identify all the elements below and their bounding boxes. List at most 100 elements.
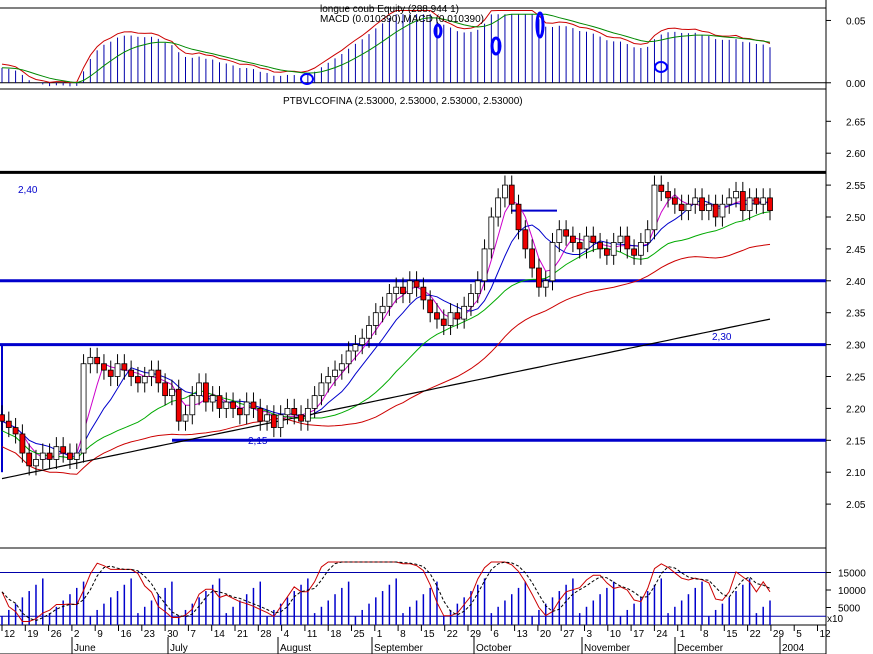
candle-body xyxy=(264,414,270,422)
candle-body xyxy=(440,318,447,326)
candle-body xyxy=(420,286,427,301)
x-date-label: 7 xyxy=(190,629,196,640)
candle-body xyxy=(400,286,406,294)
annotation-215: 2,15 xyxy=(248,436,268,447)
x-date-label: 20 xyxy=(540,629,552,640)
candle-body xyxy=(583,235,590,250)
candle-body xyxy=(556,229,563,243)
candle-body xyxy=(114,363,121,377)
candle-body xyxy=(67,452,73,460)
candle-body xyxy=(332,369,338,377)
moving-average-200 xyxy=(1,318,771,480)
x-date-label: 8 xyxy=(703,629,709,640)
candle-body xyxy=(175,388,182,422)
candle-body xyxy=(60,446,67,454)
stoch-y-label: 15000 xyxy=(838,569,866,580)
macd-marker xyxy=(433,23,443,39)
candle-body xyxy=(53,446,60,460)
x-month-label: November xyxy=(584,643,631,654)
moving-average-30 xyxy=(1,243,771,475)
candle-body xyxy=(189,395,196,416)
candle-body xyxy=(597,242,603,250)
candle-body xyxy=(699,197,705,212)
candle-body xyxy=(141,376,148,384)
x-date-label: 8 xyxy=(400,629,406,640)
x-axis: 12 19 26 2 9 16 23 30 7 14 21 28 4 11 18 25 1 8 15 22 29 6 13 2… xyxy=(1,625,832,654)
price-title: PTBVLCOFINA (2.53000, 2.53000, 2.53000, … xyxy=(283,96,523,107)
x-date-label: 27 xyxy=(563,629,575,640)
x-date-label: 9 xyxy=(97,629,103,640)
candle-body xyxy=(345,350,352,365)
candle-body xyxy=(236,407,243,416)
stoch-y-label: 5000 xyxy=(838,604,861,615)
stoch-y-label: 10000 xyxy=(838,586,866,597)
candle-body xyxy=(33,459,39,467)
candle-body xyxy=(338,363,345,371)
stoch-axis-note: x10 xyxy=(827,614,844,625)
x-date-label: 1 xyxy=(377,629,383,640)
candle-body xyxy=(665,191,671,199)
candle-body xyxy=(284,407,291,416)
candle-body xyxy=(277,414,284,428)
x-date-label: 2 xyxy=(74,629,80,640)
candle-body xyxy=(508,184,515,205)
candle-body xyxy=(570,235,576,243)
x-date-label: 12 xyxy=(820,629,832,640)
x-date-label: 30 xyxy=(167,629,179,640)
candle-body xyxy=(304,407,311,422)
candle-body xyxy=(128,369,135,377)
candle-body xyxy=(148,369,155,377)
price-y-label: 2.10 xyxy=(846,468,866,479)
candle-body xyxy=(216,395,223,409)
x-date-label: 1 xyxy=(680,629,686,640)
x-date-label: 15 xyxy=(726,629,738,640)
candle-body xyxy=(243,401,250,416)
price-y-label: 2.35 xyxy=(846,309,866,320)
annotation-240: 2,40 xyxy=(18,185,38,196)
price-panel: 2.65 2.60 2.55 2.50 2.45 2.40 2.35 2.30 2.25 2.20… xyxy=(0,117,866,511)
candle-body xyxy=(610,242,617,256)
candle-body xyxy=(406,280,413,294)
macd-marker xyxy=(535,11,545,39)
x-month-label: September xyxy=(374,643,424,654)
candle-body xyxy=(474,280,481,294)
moving-average-long xyxy=(1,211,771,459)
candle-body xyxy=(298,414,304,422)
candle-body xyxy=(685,203,692,212)
candle-body xyxy=(311,395,318,409)
candle-body xyxy=(135,376,141,384)
x-date-label: 28 xyxy=(260,629,272,640)
x-date-label: 23 xyxy=(144,629,156,640)
candle-body xyxy=(719,203,726,218)
candle-body xyxy=(162,382,169,397)
candle-body xyxy=(760,197,767,205)
price-y-label: 2.30 xyxy=(846,341,866,352)
candle-body xyxy=(753,197,760,205)
candle-body xyxy=(107,369,114,377)
candle-body xyxy=(46,452,53,460)
x-date-label: 5 xyxy=(796,629,802,640)
candle-body xyxy=(733,191,739,199)
candle-body xyxy=(726,197,733,205)
x-date-label: 15 xyxy=(423,629,435,640)
price-y-label: 2.25 xyxy=(846,373,866,384)
price-y-label: 2.40 xyxy=(846,277,866,288)
x-date-label: 16 xyxy=(121,629,133,640)
candle-body xyxy=(366,325,372,339)
candle-body xyxy=(705,203,712,212)
candle-body xyxy=(515,203,522,231)
candle-body xyxy=(536,267,542,288)
candle-body xyxy=(325,376,332,384)
candle-body xyxy=(576,242,583,250)
candle-body xyxy=(291,407,298,416)
candle-body xyxy=(94,356,101,365)
candle-body xyxy=(352,344,359,352)
x-date-label: 25 xyxy=(354,629,366,640)
candle-body xyxy=(121,363,128,371)
candle-body xyxy=(644,229,651,243)
x-month-label: August xyxy=(280,643,311,654)
x-date-label: 24 xyxy=(656,629,668,640)
x-date-label: 29 xyxy=(773,629,785,640)
price-y-label: 2.60 xyxy=(846,149,866,160)
